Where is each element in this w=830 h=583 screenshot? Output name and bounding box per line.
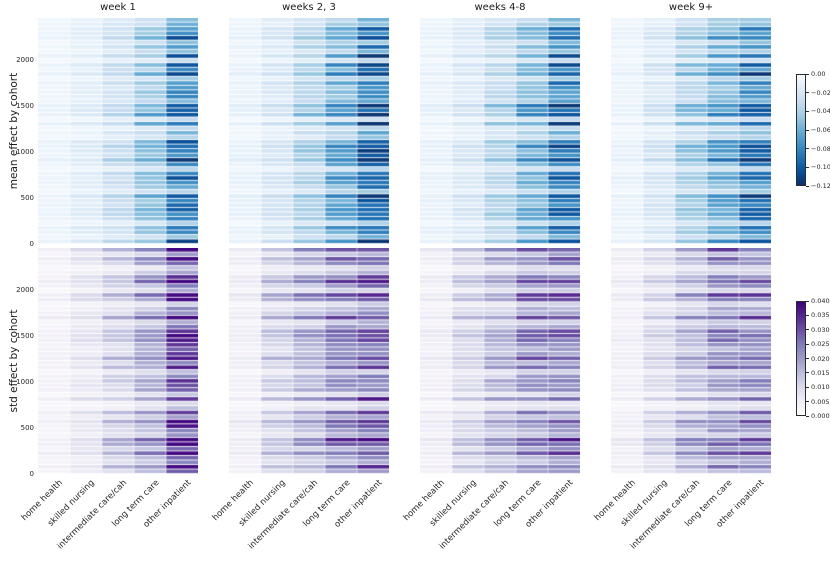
heatmap-std-1 <box>38 248 198 474</box>
y-tick-label: 2000 <box>16 285 34 294</box>
colorbar-tick-label: −0.04 <box>811 107 830 116</box>
colorbar-tick <box>806 110 809 112</box>
colorbar-tick-label: −0.08 <box>811 144 830 153</box>
colorbar-tick <box>806 185 809 187</box>
colorbar-tick <box>806 166 809 168</box>
y-tick-label: 0 <box>29 240 34 248</box>
panel-week-9+: week 9+ home health skilled nursing interme… <box>593 0 771 583</box>
y-tick-label: 2000 <box>16 55 34 64</box>
heatmap-std-3 <box>420 248 580 474</box>
colorbar-tick <box>806 386 809 388</box>
y-tick-label: 1500 <box>16 101 34 110</box>
colorbar-tick <box>806 415 809 417</box>
colorbar-tick <box>806 314 809 316</box>
colorbar-tick <box>806 401 809 403</box>
colorbar-tick-label: −0.02 <box>811 88 830 97</box>
colorbar-tick <box>806 92 809 94</box>
panel-title: weeks 2, 3 <box>282 2 336 13</box>
colorbar-tick-label: 0.010 <box>811 383 830 392</box>
panel-title: weeks 4-8 <box>474 2 526 13</box>
colorbar-tick <box>806 129 809 131</box>
colorbar-tick-label: 0.030 <box>811 325 830 334</box>
y-tick-label: 0 <box>29 470 34 478</box>
heatmap-std-2 <box>229 248 389 474</box>
colorbar-tick-label: 0.015 <box>811 368 830 377</box>
colorbar-std <box>796 301 806 416</box>
colorbar-tick <box>806 329 809 331</box>
y-tick-label: 1500 <box>16 331 34 340</box>
colorbar-tick <box>806 300 809 302</box>
heatmap-mean-2 <box>229 18 389 244</box>
y-tick-label: 1000 <box>16 377 34 386</box>
colorbar-tick <box>806 148 809 150</box>
panel-week-1: week 1 home health skilled nursing intermed… <box>20 0 198 583</box>
colorbar-tick-label: 0.020 <box>811 354 830 363</box>
y-axis-label-mean-effect: mean effect by cohort <box>8 72 20 190</box>
colorbar-tick <box>806 73 809 75</box>
heatmap-mean-1 <box>38 18 198 244</box>
colorbar-tick-label: −0.12 <box>811 182 830 190</box>
y-tick-label: 500 <box>20 423 34 432</box>
heatmap-mean-3 <box>420 18 580 244</box>
colorbar-tick-label: 0.00 <box>811 70 826 78</box>
colorbar-tick-label: −0.06 <box>811 126 830 134</box>
colorbar-tick-label: 0.000 <box>811 412 830 420</box>
panel-weeks-4-8: weeks 4-8 home health skilled nursing inter… <box>402 0 580 583</box>
colorbar-tick <box>806 372 809 374</box>
heatmap-mean-4 <box>611 18 771 244</box>
panel-title: week 1 <box>100 2 136 13</box>
colorbar-tick-label: 0.035 <box>811 311 830 320</box>
colorbar-tick <box>806 343 809 345</box>
colorbar-mean <box>796 74 806 186</box>
colorbar-tick <box>806 358 809 359</box>
colorbar-tick-label: 0.025 <box>811 340 830 349</box>
panel-weeks-2-3: weeks 2, 3 home health skilled nursing inte… <box>211 0 389 583</box>
heatmap-std-4 <box>611 248 771 474</box>
y-tick-label: 1000 <box>16 147 34 156</box>
colorbar-tick-label: 0.040 <box>811 297 830 305</box>
y-axis-label-std-effect: std effect by cohort <box>8 309 20 413</box>
y-tick-label: 500 <box>20 193 34 202</box>
panel-title: week 9+ <box>668 2 714 13</box>
colorbar-tick-label: 0.005 <box>811 397 830 406</box>
colorbar-tick-label: −0.10 <box>811 163 830 172</box>
